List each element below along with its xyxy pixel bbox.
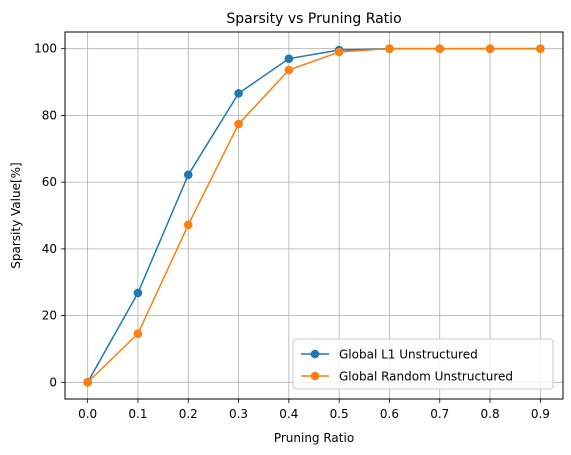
y-tick-label: 0	[49, 375, 57, 389]
series-point-1	[435, 44, 445, 53]
y-tick-label: 60	[42, 175, 57, 189]
legend-marker-1	[310, 371, 320, 381]
x-tick-label: 0.5	[330, 407, 349, 421]
chart-title: Sparsity vs Pruning Ratio	[226, 11, 401, 27]
grid	[65, 32, 563, 399]
series-point-1	[83, 378, 92, 387]
series-point-1	[284, 65, 294, 75]
x-tick-label: 0.4	[279, 407, 298, 421]
y-tick-label: 40	[42, 242, 57, 256]
series-point-0	[234, 89, 243, 98]
series-point-0	[284, 54, 294, 63]
ticks: 0.0 0.1 0.2 0.3 0.4 0.5 0.6 0.7 0.8 0.9 0 20 40 60 80 1…	[34, 42, 550, 421]
legend-marker-0	[310, 349, 320, 359]
x-tick-label: 0.2	[179, 407, 198, 421]
x-tick-label: 0.6	[380, 407, 399, 421]
x-tick-label: 0.7	[430, 407, 449, 421]
x-tick-label: 0.8	[481, 407, 500, 421]
series-point-1	[385, 44, 394, 53]
series-layer	[83, 44, 545, 387]
series-point-1	[536, 44, 545, 53]
x-tick-label: 0.3	[229, 407, 248, 421]
x-tick-label: 0.0	[78, 407, 97, 421]
series-point-1	[234, 119, 243, 129]
series-point-0	[183, 170, 193, 180]
x-tick-label: 0.9	[531, 407, 550, 421]
legend-box	[292, 338, 554, 390]
y-tick-label: 20	[42, 309, 57, 323]
series-point-1	[485, 44, 495, 53]
plot-frame	[64, 31, 564, 400]
legend-label-0: Global L1 Unstructured	[339, 348, 478, 362]
y-tick-label: 100	[34, 42, 57, 56]
series-point-1	[334, 47, 344, 57]
y-axis-label: Sparsity Value[%]	[9, 162, 23, 268]
series-line-1	[87, 47, 541, 383]
series-line-0	[86, 47, 541, 383]
x-axis-label: Pruning Ratio	[274, 431, 354, 445]
legend: Global L1 Unstructured Global Random Unst…	[292, 338, 554, 390]
series-point-1	[133, 329, 143, 338]
x-tick-label: 0.1	[128, 407, 147, 421]
y-tick-label: 80	[42, 108, 57, 122]
legend-label-1: Global Random Unstructured	[339, 370, 513, 384]
series-point-1	[183, 220, 193, 230]
series-point-0	[133, 288, 143, 298]
